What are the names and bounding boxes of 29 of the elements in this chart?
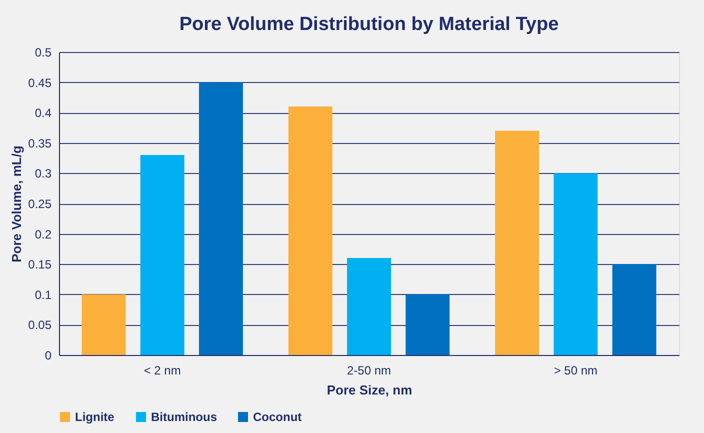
y-tick-label: 0.1: [34, 288, 52, 302]
y-tick-label: 0.05: [28, 318, 52, 332]
bar: [140, 155, 184, 355]
legend-label: Lignite: [75, 410, 115, 424]
x-tick-label: 2-50 nm: [346, 364, 392, 378]
bar: [495, 130, 540, 355]
y-tick-label: 0.4: [34, 106, 52, 120]
x-tick-label: < 2 nm: [144, 364, 181, 378]
bar: [82, 294, 126, 355]
legend-label: Coconut: [253, 410, 302, 424]
bar: [288, 106, 332, 355]
y-axis-title: Pore Volume, mL/g: [9, 146, 24, 262]
y-tick-label: 0.2: [34, 227, 52, 242]
y-tick-label: 0.5: [34, 46, 52, 60]
bar: [406, 294, 450, 355]
bar: [612, 264, 656, 355]
y-tick-label: 0.3: [34, 166, 52, 181]
chart-title: Pore Volume Distribution by Material Type: [179, 14, 559, 35]
y-tick-label: 0.15: [28, 258, 52, 272]
y-tick-label: 0.45: [28, 76, 52, 90]
bar: [554, 173, 598, 355]
y-tick-label: 0: [44, 348, 52, 362]
bar: [347, 258, 391, 355]
y-tick-label: 0.25: [28, 197, 52, 211]
y-tick-label: 0.35: [28, 136, 52, 150]
legend-label: Bituminous: [151, 410, 218, 424]
bar: [198, 82, 243, 355]
x-tick-label: > 50 nm: [554, 364, 598, 378]
x-axis-title: Pore Size, nm: [326, 382, 412, 398]
